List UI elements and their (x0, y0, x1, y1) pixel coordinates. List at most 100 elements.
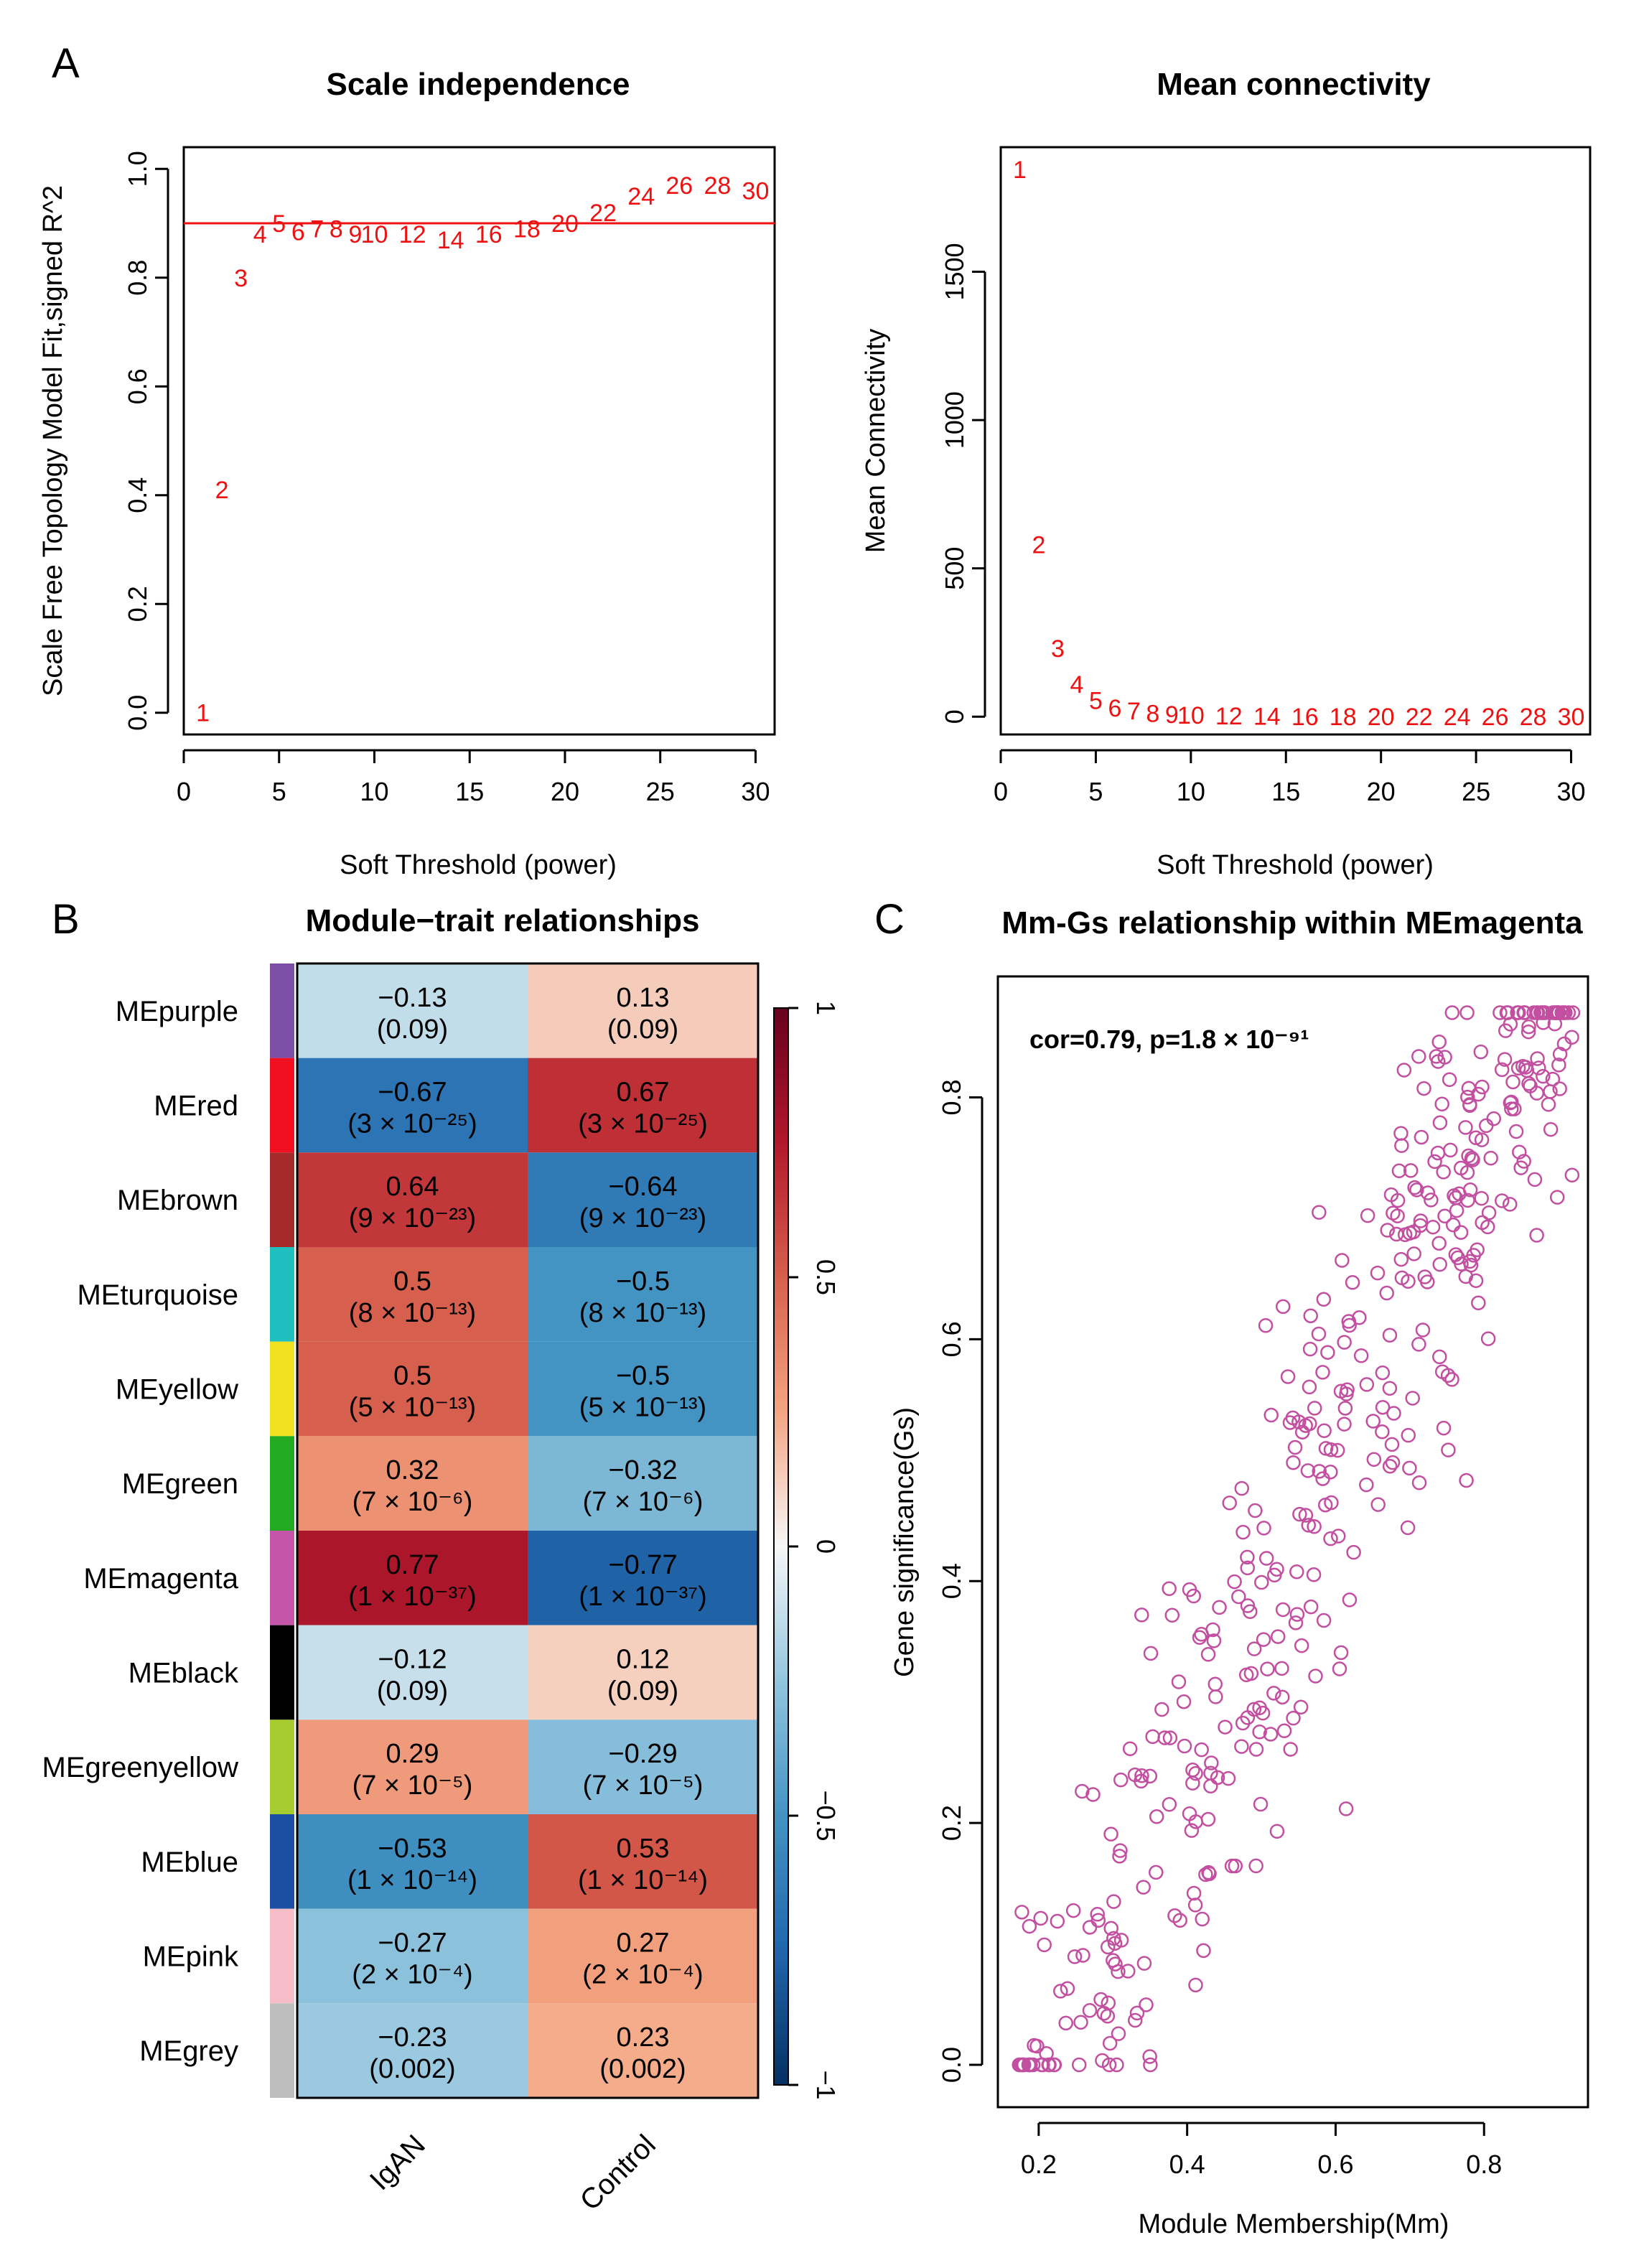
scatter-point (1149, 1865, 1164, 1880)
scatter-point (1220, 1770, 1236, 1786)
scatter-point (1337, 1401, 1353, 1416)
heatmap-cell (528, 1058, 758, 1153)
mc-point-label: 14 (1253, 703, 1281, 730)
mc-point-label: 7 (1127, 698, 1141, 725)
scatter-point (1246, 1702, 1262, 1717)
heatmap-cell-value: −0.53 (378, 1834, 447, 1864)
mc-point-label: 2 (1032, 532, 1046, 559)
scatter-point (1460, 1089, 1475, 1105)
mc-y-tick-label: 1500 (940, 243, 969, 300)
mc-point-label: 18 (1330, 704, 1357, 731)
scatter-point (1164, 1607, 1180, 1623)
scale-independence-y-axis: 0.0 0.2 0.4 0.6 0.8 1.0 (123, 151, 169, 731)
scatter-point (1386, 1406, 1401, 1421)
scatter-point (1100, 2009, 1116, 2024)
scatter-point (1415, 1322, 1431, 1338)
scatter-point (1095, 2053, 1110, 2068)
mc-point-label: 30 (1558, 704, 1585, 731)
heatmap-cell-pvalue: (2 × 10⁻⁴) (582, 1960, 703, 1990)
heatmap-cell-value: 0.29 (386, 1739, 439, 1769)
scatter-point (1497, 1052, 1513, 1067)
scatter-point (1520, 1024, 1536, 1040)
heatmap-cell (528, 1436, 758, 1531)
heatmap-cell (297, 1058, 528, 1153)
si-x-tick-label: 15 (455, 777, 484, 806)
heatmap-cell-pvalue: (9 × 10⁻²³) (579, 1203, 706, 1233)
scatter-point (1346, 1544, 1361, 1560)
scatter-point (1121, 1964, 1136, 1979)
module-color-swatch (270, 1719, 294, 1814)
heatmap-cell-value: −0.32 (608, 1455, 677, 1485)
heatmap-cell (528, 963, 758, 1058)
heatmap-cell-value: 0.77 (386, 1550, 439, 1580)
mm-x-tick-label: 0.4 (1169, 2150, 1205, 2179)
scatter-point (1437, 1208, 1452, 1224)
scatter-point (1564, 1030, 1579, 1045)
module-label: MEmagenta (83, 1563, 238, 1595)
scatter-point (1342, 1317, 1357, 1333)
scatter-point (1042, 2057, 1057, 2073)
heatmap-cell-pvalue: (0.002) (599, 2054, 686, 2084)
scatter-point (1481, 1205, 1497, 1221)
scatter-point (1382, 1381, 1398, 1396)
scatter-point (1545, 1071, 1561, 1087)
heatmap-cell-pvalue: (3 × 10⁻²⁵) (347, 1109, 477, 1139)
heatmap-cell (528, 1531, 758, 1625)
scatter-point (1401, 1427, 1416, 1443)
si-point-label: 26 (665, 172, 693, 200)
heatmap-cell-pvalue: (3 × 10⁻²⁵) (578, 1109, 707, 1139)
scatter-point (1287, 1439, 1303, 1455)
scatter-point (1157, 1730, 1172, 1745)
scatter-point (1405, 1391, 1420, 1406)
scatter-point (1420, 1185, 1436, 1200)
mc-point-label: 10 (1177, 702, 1205, 729)
heatmap-cell (297, 1341, 528, 1437)
scatter-point (1527, 1172, 1543, 1187)
scatter-point (1149, 1809, 1164, 1824)
scatter-point (1494, 1062, 1510, 1078)
scatter-point (1195, 1911, 1210, 1927)
module-label: MEblue (141, 1847, 238, 1878)
scatter-point (1276, 1723, 1292, 1739)
si-point-label: 24 (627, 183, 655, 210)
scatter-point (1255, 1705, 1271, 1721)
scatter-point (1096, 2005, 1112, 2021)
scatter-point (1256, 1521, 1271, 1536)
module-trait-title: Module−trait relationships (306, 903, 700, 938)
scatter-point (1248, 1858, 1263, 1874)
scatter-point (1436, 1420, 1452, 1436)
scatter-point (1340, 1382, 1355, 1397)
scatter-point (1365, 1414, 1381, 1429)
scatter-point (1480, 1331, 1496, 1346)
si-y-tick-label: 1.0 (123, 151, 152, 187)
scatter-point (1384, 1437, 1400, 1452)
scatter-point (1204, 1755, 1219, 1770)
scatter-point (1263, 1407, 1279, 1423)
mm-x-tick-label: 0.8 (1466, 2150, 1502, 2179)
scatter-point (1444, 1372, 1459, 1387)
si-x-tick-label: 30 (741, 777, 770, 806)
scatter-point (1403, 1163, 1419, 1178)
scatter-point (1431, 1035, 1447, 1050)
si-x-tick-label: 25 (646, 777, 675, 806)
scatter-point (1014, 1905, 1029, 1920)
scatter-point (1337, 1335, 1352, 1350)
scatter-point (1516, 1005, 1531, 1020)
scatter-point (1106, 1953, 1121, 1968)
scatter-point (1235, 1524, 1251, 1540)
scatter-point (1207, 1676, 1223, 1691)
scatter-point (1406, 1224, 1421, 1240)
scatter-point (1555, 1005, 1571, 1020)
scatter-point (1188, 1765, 1203, 1781)
scatter-point (1337, 1417, 1352, 1432)
scatter-point (1198, 1867, 1213, 1882)
scatter-point (1021, 2057, 1037, 2073)
module-color-swatch (270, 1341, 294, 1437)
heatmap-cell-pvalue: (0.09) (377, 1014, 448, 1045)
scatter-point (1022, 1918, 1037, 1934)
scatter-point (1375, 1365, 1391, 1381)
mm-y-tick-label: 0.6 (937, 1321, 966, 1357)
scatter-point (1335, 1253, 1350, 1268)
scale-independence-plot-frame (182, 146, 776, 736)
